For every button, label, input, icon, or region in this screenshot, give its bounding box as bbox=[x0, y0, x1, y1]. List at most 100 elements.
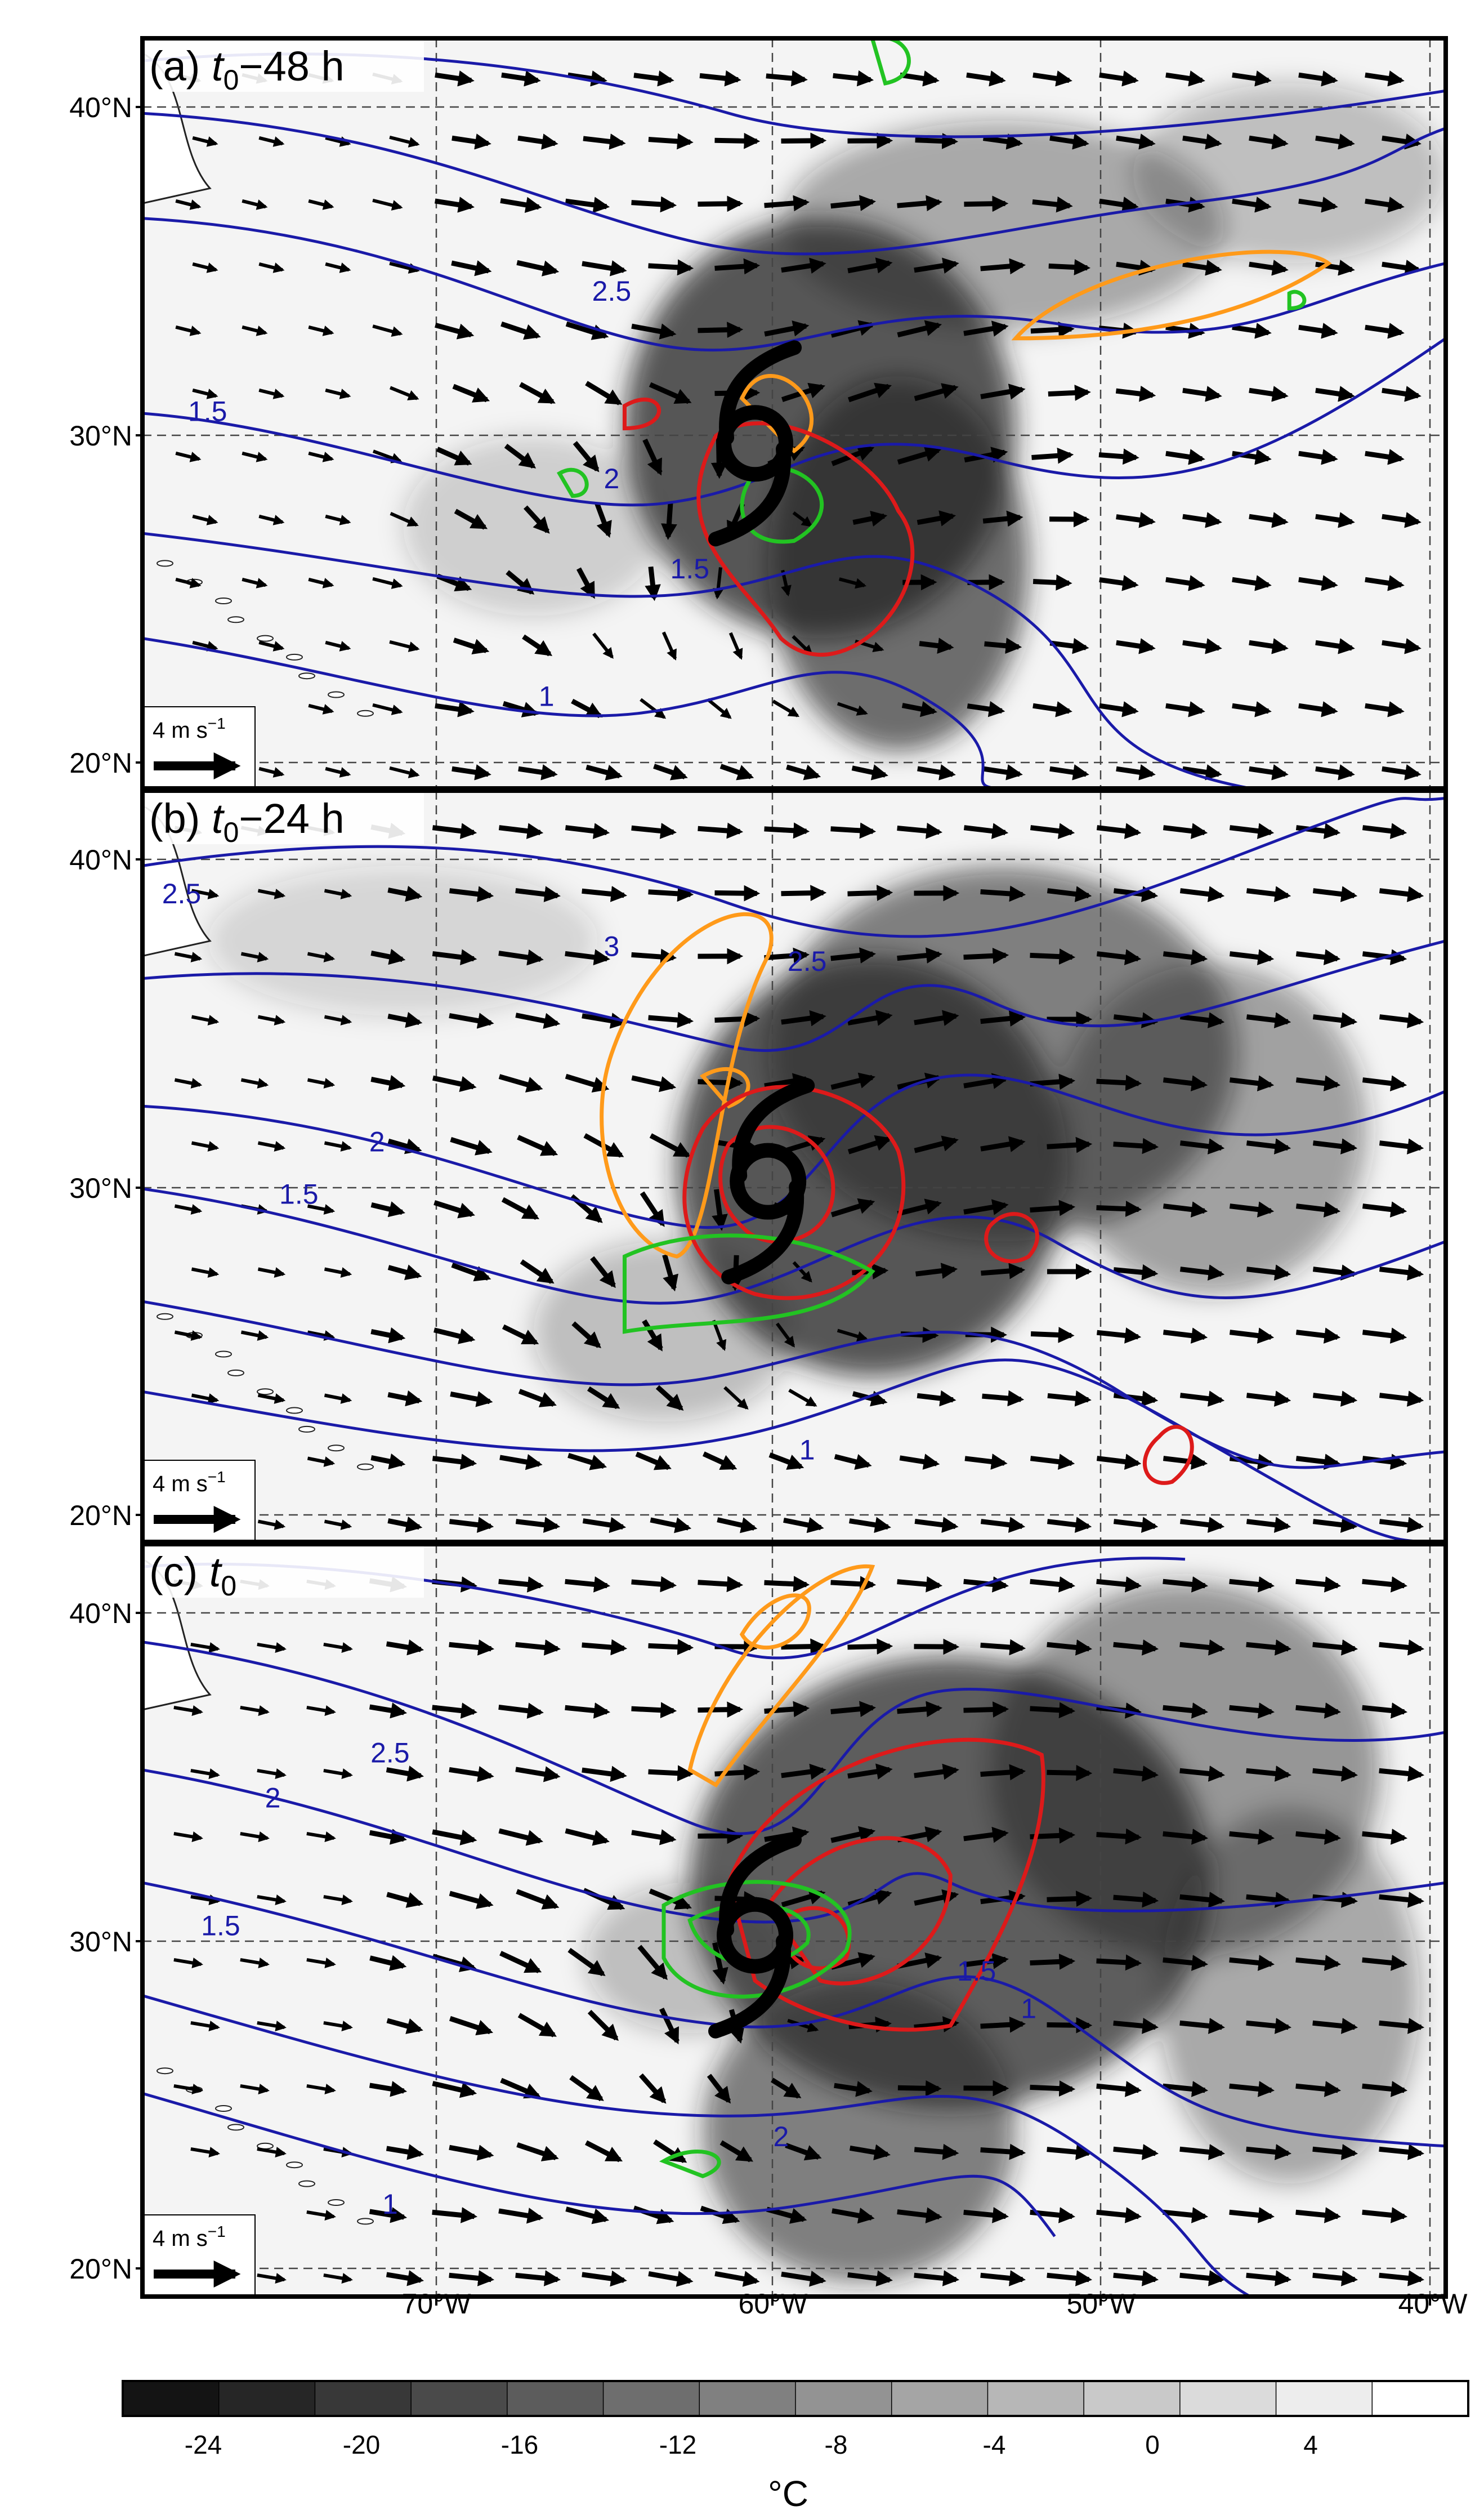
wind-arrow bbox=[830, 947, 877, 964]
wind-arrow bbox=[963, 1701, 1009, 1718]
wind-arrow bbox=[897, 823, 943, 839]
wind-arrow bbox=[582, 1517, 627, 1533]
wind-arrow bbox=[522, 634, 553, 657]
wind-arrow bbox=[258, 262, 285, 273]
wind-arrow bbox=[565, 823, 610, 839]
wind-arrow bbox=[781, 1889, 826, 1907]
wind-arrow bbox=[712, 1319, 727, 1352]
wind-arrow bbox=[1179, 1517, 1225, 1533]
wind-arrow bbox=[1312, 2144, 1358, 2160]
wind-arrow bbox=[498, 1576, 544, 1593]
svg-text:(a) t0−48 h: (a) t0−48 h bbox=[149, 43, 345, 96]
wind-arrow bbox=[515, 1517, 561, 1533]
wind-arrow bbox=[963, 320, 1009, 337]
wind-arrow bbox=[650, 1517, 692, 1533]
wind-arrow bbox=[786, 764, 821, 781]
wind-arrow bbox=[258, 640, 285, 652]
lat-label: 30°N bbox=[69, 420, 132, 452]
wind-arrow bbox=[192, 136, 218, 147]
wind-arrow bbox=[1229, 949, 1275, 965]
wind-arrow bbox=[1179, 1138, 1225, 1154]
contour-value-label: 3 bbox=[604, 930, 619, 962]
wind-arrow bbox=[830, 822, 877, 839]
wind-arrow bbox=[501, 1197, 540, 1220]
wind-arrow bbox=[435, 322, 475, 340]
wind-arrow bbox=[1365, 197, 1405, 213]
wind-arrow bbox=[1048, 259, 1091, 275]
wind-arrow bbox=[583, 133, 626, 150]
wind-arrow bbox=[1379, 1639, 1425, 1656]
wind-arrow bbox=[515, 1013, 561, 1029]
wind-arrow bbox=[1165, 70, 1205, 87]
red-contour bbox=[1142, 1425, 1194, 1485]
wind-arrow bbox=[370, 948, 406, 965]
wind-arrow bbox=[386, 1765, 424, 1782]
contour-value-label: 1 bbox=[1021, 1993, 1036, 2025]
lat-label: 20°N bbox=[69, 2253, 132, 2285]
lat-label: 30°N bbox=[69, 1172, 132, 1204]
wind-arrow bbox=[449, 1013, 494, 1029]
lon-label-40w: 40°W bbox=[1398, 2288, 1468, 2320]
wind-arrow bbox=[173, 2084, 203, 2094]
wind-arrow bbox=[914, 2016, 960, 2032]
wind-arrow bbox=[1295, 1576, 1342, 1593]
wind-arrow bbox=[1163, 1454, 1208, 1470]
wind-arrow bbox=[1113, 2270, 1159, 2286]
wind-arrow bbox=[1362, 2207, 1408, 2223]
wind-arrow bbox=[451, 260, 492, 277]
wind-arrow bbox=[1047, 1136, 1093, 1153]
wind-arrow bbox=[306, 1958, 336, 1968]
wind-arrow bbox=[914, 2270, 960, 2286]
wind-arrow bbox=[699, 70, 741, 87]
wind-arrow bbox=[659, 2008, 680, 2045]
wind-arrow bbox=[1096, 1075, 1142, 1091]
wind-arrow bbox=[917, 1390, 956, 1407]
wind-arrow bbox=[1295, 949, 1341, 965]
wind-arrow bbox=[1362, 1454, 1407, 1470]
wind-arrow bbox=[648, 2271, 694, 2287]
wind-arrow bbox=[1362, 1955, 1408, 1971]
wind-arrow bbox=[1229, 1327, 1275, 1344]
geopotential-contour bbox=[142, 1640, 1446, 1835]
wind-arrow bbox=[914, 2143, 959, 2160]
wind-arrow bbox=[1179, 2144, 1226, 2160]
island-outline bbox=[328, 691, 345, 698]
wind-arrow bbox=[792, 1261, 812, 1283]
geopotential-contour bbox=[142, 1358, 1446, 1542]
cloud-region bbox=[703, 1980, 1016, 2282]
cloud-region bbox=[207, 866, 599, 1016]
lon-label-70w: 70°W bbox=[402, 2288, 472, 2320]
wind-arrow bbox=[1312, 1012, 1358, 1028]
wind-arrow bbox=[662, 1254, 678, 1292]
wind-arrow bbox=[386, 1639, 424, 1656]
wind-arrow bbox=[766, 2206, 807, 2224]
wind-arrow bbox=[1179, 1639, 1226, 1656]
wind-arrow bbox=[370, 1453, 406, 1470]
wind-arrow bbox=[1362, 1075, 1407, 1091]
wind-arrow bbox=[1232, 197, 1272, 213]
wind-arrow bbox=[435, 70, 475, 87]
wind-arrow bbox=[1179, 2018, 1226, 2034]
lat-label: 40°N bbox=[69, 92, 132, 123]
wind-arrow bbox=[1249, 133, 1289, 150]
wind-arrow bbox=[1030, 1454, 1075, 1470]
wind-arrow bbox=[240, 1831, 270, 1842]
wind-arrow bbox=[565, 2206, 610, 2224]
wind-arrow bbox=[635, 1451, 672, 1470]
wind-arrow bbox=[1163, 1075, 1208, 1091]
wind-arrow bbox=[308, 325, 334, 336]
wind-arrow bbox=[837, 702, 868, 716]
wind-arrow bbox=[587, 2009, 619, 2041]
wind-arrow bbox=[435, 701, 475, 717]
wind-arrow bbox=[963, 823, 1009, 839]
wind-arrow bbox=[1099, 701, 1139, 717]
reference-vector-key: 4 m s−1 bbox=[142, 2214, 256, 2297]
geopotential-contour bbox=[142, 939, 1446, 1052]
wind-arrow bbox=[258, 766, 285, 778]
wind-arrow bbox=[1246, 886, 1291, 902]
wind-arrow bbox=[1030, 1576, 1076, 1593]
island-outline bbox=[298, 672, 315, 680]
colorbar-tick-label: -20 bbox=[343, 2430, 380, 2459]
wind-arrow bbox=[370, 1327, 406, 1344]
